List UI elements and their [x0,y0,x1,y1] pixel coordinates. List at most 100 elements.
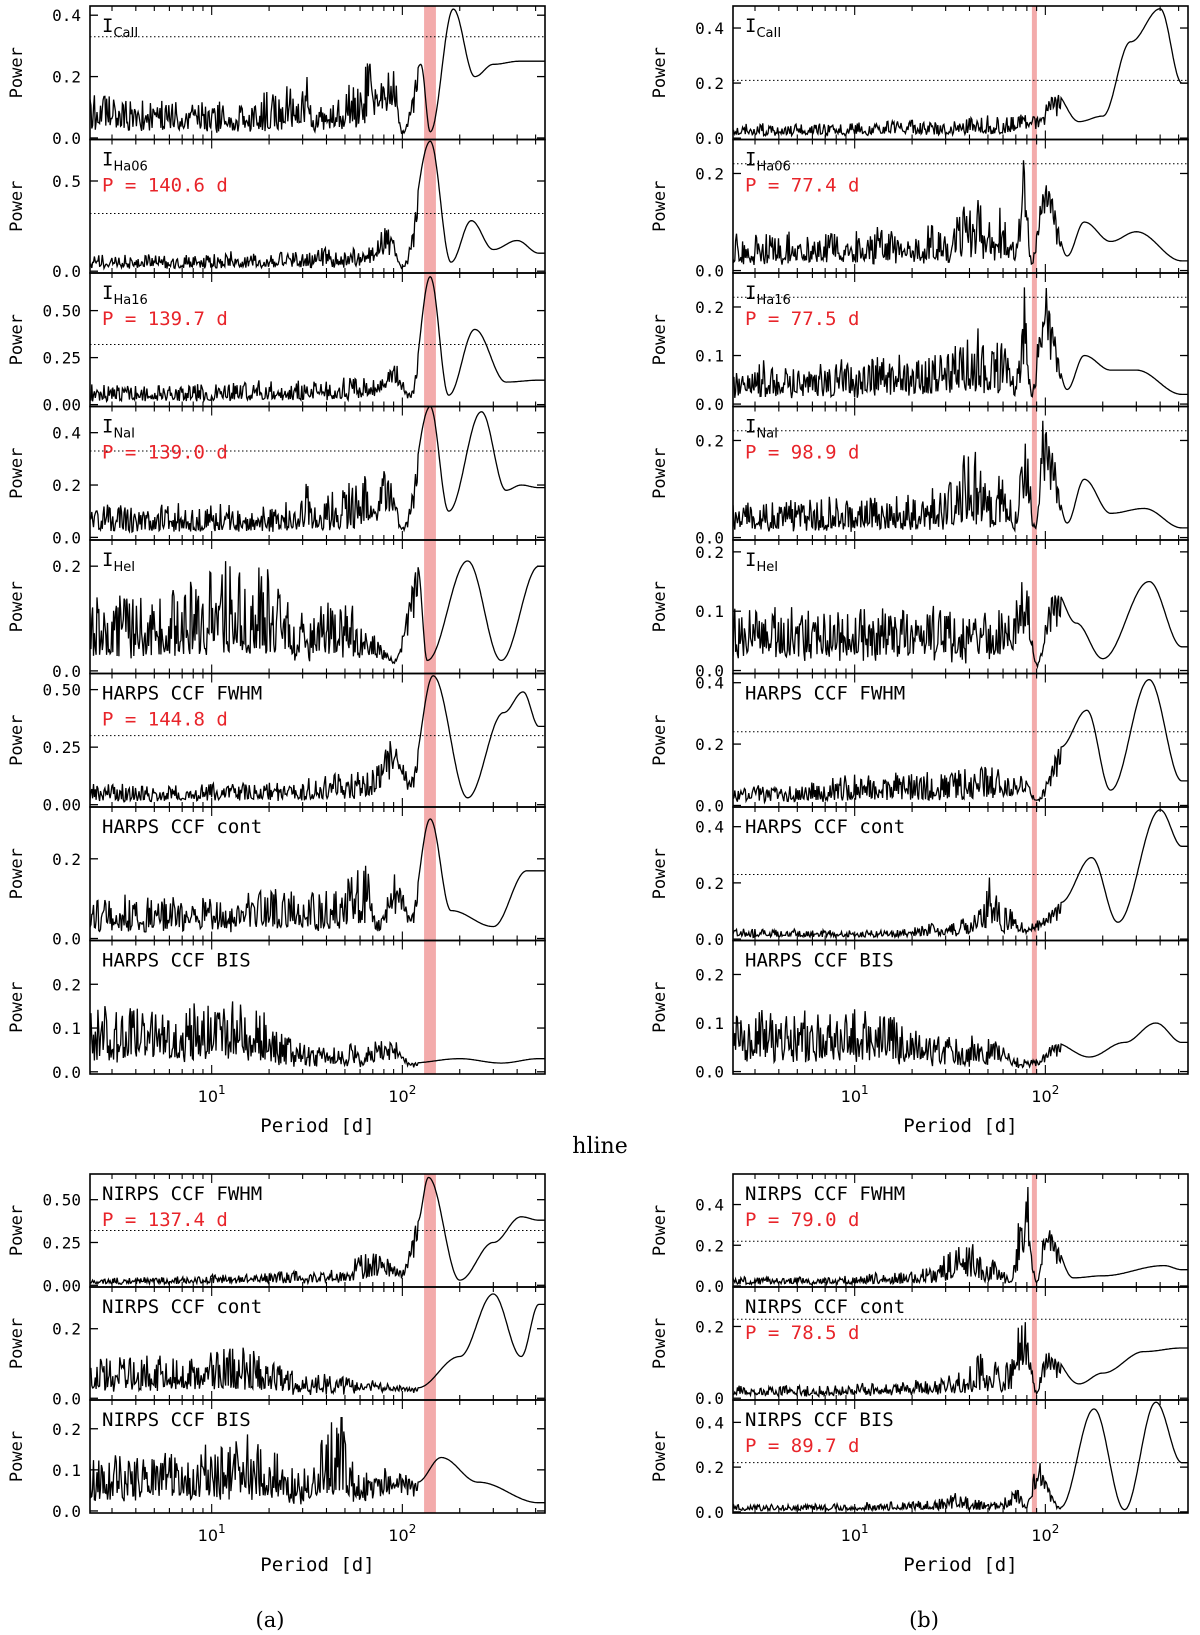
y-tick-label: 0.00 [42,396,81,415]
panel-label: IHeI [745,549,778,575]
panel-frame [732,939,1189,1075]
y-tick-label: 0.2 [52,850,81,869]
highlight-band [1031,1174,1037,1513]
panel-frame [732,5,1189,141]
y-tick-label: 0.2 [52,1320,81,1339]
period-label: P = 77.5 d [745,308,859,330]
periodogram-line [90,560,545,665]
periodogram-line [733,679,1188,805]
y-axis-label: Power [7,982,27,1033]
panel-label: NIRPS CCF FWHM [102,1183,262,1205]
y-tick-label: 0.1 [695,1014,724,1033]
y-tick-label: 0.2 [52,975,81,994]
x-tick-exponent: 1 [861,1522,869,1536]
panel-label: NIRPS CCF BIS [102,1409,251,1431]
y-axis-label: Power [7,1205,27,1256]
panel-nirps-ccf-bis: 0.0 0.2 0.4 Power NIRPS CCF BIS P = 89.7 d [650,1399,1189,1522]
y-tick-label: 0.0 [695,1277,724,1296]
x-tick-label: 102 [1031,1083,1059,1106]
period-label: P = 144.8 d [102,709,228,731]
periodogram-line [90,1417,545,1505]
caption-a: (a) [256,1608,285,1632]
periodogram-line [733,1401,1188,1513]
y-axis-label: Power [650,848,670,899]
panel-frame [89,539,546,675]
panel-label: NIRPS CCF cont [102,1296,262,1318]
y-tick-label: 0.4 [695,1196,724,1215]
y-tick-label: 0.0 [52,930,81,949]
y-tick-label: 0.2 [52,476,81,495]
panel-nirps-ccf-fwhm: 0.0 0.2 0.4 Power NIRPS CCF FWHM P = 79.0 d [650,1173,1189,1296]
y-tick-label: 0.4 [695,1413,724,1432]
y-tick-label: 0.2 [695,164,724,183]
periodogram-line [90,276,545,404]
y-axis-label: Power [7,181,27,232]
y-tick-label: 0.2 [695,965,724,984]
panel-frame [732,1399,1189,1514]
periodogram-line [733,580,1188,670]
panel-label: IHa16 [745,282,791,308]
y-tick-label: 0.4 [695,19,724,38]
panel-label: HARPS CCF BIS [102,950,251,972]
y-tick-label: 0.00 [42,796,81,815]
y-tick-label: 0.1 [695,602,724,621]
periodogram-line [90,818,545,933]
panel-icaii: 0.0 0.2 0.4 Power ICaII [650,5,1189,148]
x-tick-label: 101 [198,1083,226,1106]
period-label: P = 78.5 d [745,1322,859,1344]
y-tick-label: 0.2 [695,874,724,893]
y-tick-label: 0.0 [695,529,724,548]
y-axis-label: Power [7,448,27,499]
periodogram-line [90,1001,545,1068]
y-tick-label: 0.2 [52,557,81,576]
y-tick-label: 0.0 [52,1389,81,1408]
period-label: P = 139.0 d [102,442,228,464]
x-tick-label: 101 [841,1083,869,1106]
y-tick-label: 0.2 [695,543,724,562]
panel-label: INaI [745,416,778,442]
x-tick-exponent: 1 [218,1083,226,1097]
y-tick-label: 0.0 [52,1502,81,1521]
y-tick-label: 0.0 [695,1389,724,1408]
periodogram-line [90,1176,545,1287]
x-tick-exponent: 2 [409,1083,417,1097]
periodogram-line [733,1009,1188,1069]
panel-ihei: 0.0 0.2 Power IHeI [7,539,546,681]
x-axis-label: Period [d] [260,1115,374,1137]
y-axis-label: Power [7,715,27,766]
panel-label: INaI [102,416,135,442]
panel-label: IHa06 [102,149,148,175]
panel-label: HARPS CCF cont [102,816,262,838]
period-label: P = 79.0 d [745,1209,859,1231]
y-axis-label: Power [650,1318,670,1369]
panel-harps-ccf-bis: 0.0 0.1 0.2 Power HARPS CCF BIS [650,939,1189,1082]
y-axis-label: Power [650,1431,670,1482]
period-label: P = 140.6 d [102,175,228,197]
y-axis-label: Power [7,1431,27,1482]
y-axis-label: Power [650,581,670,632]
x-tick-exponent: 2 [1052,1083,1060,1097]
y-tick-label: 0.1 [52,1019,81,1038]
panel-label-subscript: Ha16 [756,293,790,308]
y-tick-label: 0.2 [695,431,724,450]
panel-harps-ccf-bis: 0.0 0.1 0.2 Power HARPS CCF BIS [7,939,546,1082]
panel-ihei: 0.0 0.1 0.2 Power IHeI [650,539,1189,681]
panel-label-subscript: CaII [756,26,781,41]
y-tick-label: 0.2 [695,1317,724,1336]
periodogram-line [733,1322,1188,1399]
y-tick-label: 0.2 [52,1420,81,1439]
y-tick-label: 0.0 [695,129,724,148]
period-label: P = 77.4 d [745,175,859,197]
y-tick-label: 0.2 [52,68,81,87]
y-tick-label: 0.2 [695,298,724,317]
period-label: P = 98.9 d [745,442,859,464]
y-axis-label: Power [650,448,670,499]
panel-label: HARPS CCF BIS [745,950,894,972]
y-axis-label: Power [7,848,27,899]
y-tick-label: 0.25 [42,1233,81,1252]
